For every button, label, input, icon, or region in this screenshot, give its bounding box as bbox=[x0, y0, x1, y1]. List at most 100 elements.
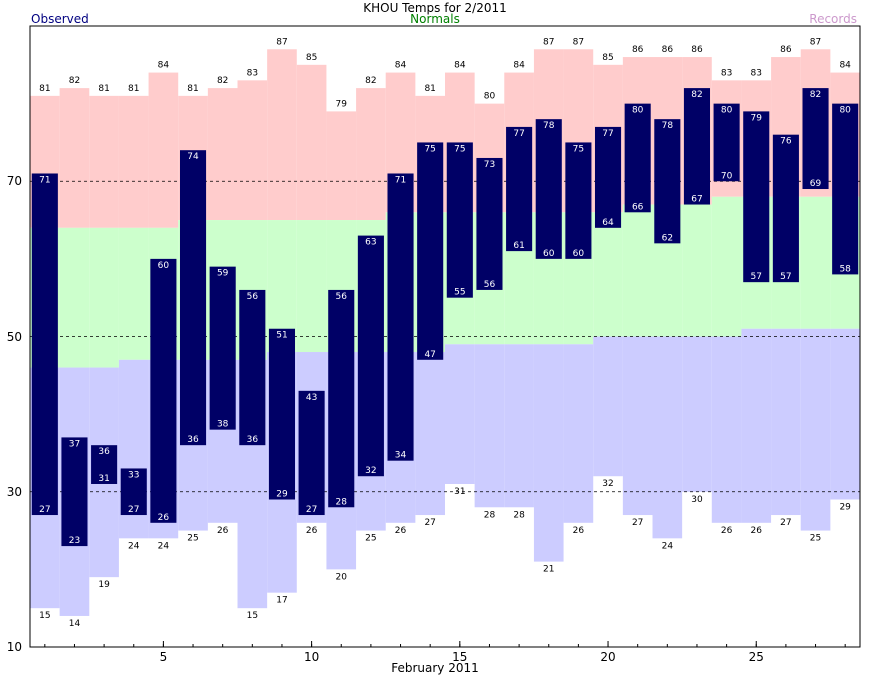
record-low-band bbox=[415, 352, 445, 516]
observed-high-label: 79 bbox=[751, 113, 763, 123]
observed-high-label: 51 bbox=[276, 331, 287, 341]
observed-bar bbox=[594, 126, 622, 228]
observed-high-label: 74 bbox=[187, 152, 199, 162]
record-high-band bbox=[118, 95, 149, 228]
x-tick-label: 5 bbox=[159, 650, 168, 664]
record-high-label: 83 bbox=[247, 68, 258, 78]
record-low-label: 28 bbox=[484, 510, 496, 520]
observed-high-label: 76 bbox=[780, 137, 792, 147]
record-high-label: 83 bbox=[751, 68, 762, 78]
record-low-band bbox=[652, 336, 683, 539]
record-high-label: 81 bbox=[39, 84, 50, 94]
observed-high-label: 80 bbox=[839, 106, 851, 116]
observed-bar bbox=[31, 173, 58, 516]
x-tick-label: 25 bbox=[748, 650, 764, 664]
record-high-label: 86 bbox=[632, 45, 644, 55]
record-high-band bbox=[296, 64, 327, 221]
observed-low-label: 58 bbox=[839, 264, 851, 274]
observed-high-label: 37 bbox=[69, 439, 80, 449]
observed-high-label: 75 bbox=[573, 144, 584, 154]
normal-band bbox=[118, 227, 149, 360]
record-low-label: 25 bbox=[810, 534, 821, 544]
observed-bar bbox=[209, 266, 236, 430]
record-low-label: 31 bbox=[454, 487, 465, 497]
record-high-label: 86 bbox=[780, 45, 792, 55]
observed-low-label: 66 bbox=[632, 202, 644, 212]
record-low-band bbox=[593, 336, 623, 477]
observed-low-label: 36 bbox=[187, 435, 199, 445]
observed-high-label: 63 bbox=[365, 238, 376, 248]
observed-high-label: 56 bbox=[247, 292, 259, 302]
record-high-label: 83 bbox=[721, 68, 732, 78]
record-high-label: 82 bbox=[69, 76, 80, 86]
observed-bar bbox=[743, 111, 770, 283]
observed-low-label: 64 bbox=[602, 218, 614, 228]
record-high-band bbox=[148, 72, 179, 228]
record-low-label: 24 bbox=[128, 541, 140, 551]
observed-bar bbox=[446, 142, 473, 298]
record-low-label: 17 bbox=[276, 596, 287, 606]
record-high-label: 84 bbox=[839, 61, 851, 71]
legend-normals: Normals bbox=[410, 12, 460, 26]
record-high-label: 84 bbox=[158, 61, 170, 71]
record-low-label: 28 bbox=[513, 510, 525, 520]
observed-low-label: 62 bbox=[662, 233, 673, 243]
record-low-band bbox=[741, 328, 772, 523]
observed-high-label: 75 bbox=[424, 144, 435, 154]
observed-high-label: 59 bbox=[217, 269, 229, 279]
observed-bar bbox=[802, 88, 829, 190]
x-tick-label: 10 bbox=[303, 650, 320, 664]
normal-band bbox=[711, 196, 742, 337]
record-low-label: 26 bbox=[573, 526, 585, 536]
record-high-band bbox=[207, 88, 238, 221]
observed-high-label: 60 bbox=[158, 261, 170, 271]
legend-records: Records bbox=[809, 12, 857, 26]
normal-band bbox=[89, 227, 119, 368]
observed-bar bbox=[328, 289, 355, 508]
observed-bar bbox=[357, 235, 384, 477]
record-high-label: 84 bbox=[513, 61, 525, 71]
record-high-label: 84 bbox=[395, 61, 407, 71]
record-low-label: 27 bbox=[780, 518, 791, 528]
record-low-label: 25 bbox=[365, 534, 376, 544]
observed-low-label: 27 bbox=[306, 505, 317, 515]
record-high-band bbox=[267, 49, 297, 221]
normal-band bbox=[59, 227, 90, 368]
observed-bar bbox=[268, 328, 296, 500]
observed-low-label: 29 bbox=[276, 490, 288, 500]
observed-low-label: 27 bbox=[39, 505, 50, 515]
observed-high-label: 56 bbox=[336, 292, 348, 302]
observed-low-label: 36 bbox=[247, 435, 259, 445]
record-low-label: 32 bbox=[602, 479, 613, 489]
observed-low-label: 32 bbox=[365, 466, 376, 476]
observed-low-label: 57 bbox=[751, 272, 762, 282]
record-low-band bbox=[771, 328, 801, 516]
record-high-label: 87 bbox=[810, 37, 821, 47]
observed-high-label: 71 bbox=[39, 175, 50, 185]
y-tick-label: 70 bbox=[6, 174, 22, 189]
x-tick-label: 20 bbox=[600, 650, 616, 664]
y-tick-label: 30 bbox=[6, 484, 22, 499]
x-axis-title: February 2011 bbox=[391, 661, 479, 675]
observed-high-label: 78 bbox=[662, 121, 674, 131]
observed-bar bbox=[61, 437, 88, 547]
observed-high-label: 80 bbox=[632, 106, 644, 116]
observed-bar bbox=[713, 103, 740, 182]
observed-bar bbox=[91, 445, 118, 484]
record-low-label: 26 bbox=[217, 526, 229, 536]
record-low-label: 29 bbox=[839, 503, 851, 513]
y-tick-label: 50 bbox=[6, 329, 22, 344]
record-low-label: 21 bbox=[543, 565, 554, 575]
record-low-label: 19 bbox=[98, 580, 110, 590]
record-high-label: 79 bbox=[336, 99, 348, 109]
x-tick-label: 15 bbox=[452, 650, 468, 664]
observed-bar bbox=[832, 103, 859, 275]
record-low-band bbox=[563, 344, 594, 523]
observed-high-label: 80 bbox=[721, 106, 733, 116]
record-high-label: 81 bbox=[128, 84, 139, 94]
record-low-label: 24 bbox=[158, 541, 170, 551]
observed-low-label: 27 bbox=[128, 505, 139, 515]
record-low-label: 26 bbox=[306, 526, 318, 536]
observed-bar bbox=[120, 468, 147, 516]
chart-title: KHOU Temps for 2/2011 bbox=[363, 1, 507, 15]
